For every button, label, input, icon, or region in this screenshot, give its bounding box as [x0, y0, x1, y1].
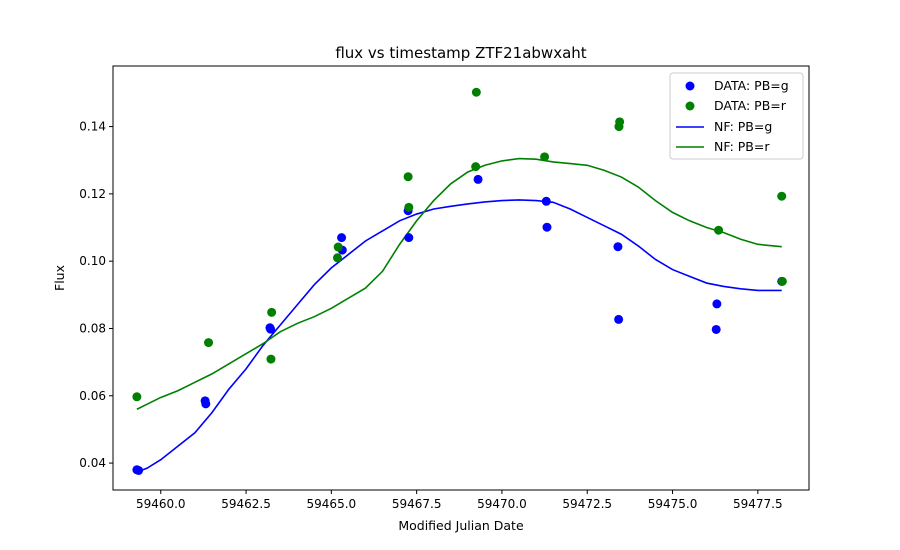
data-point-s1-14	[777, 191, 787, 201]
data-point-s0-14	[614, 314, 624, 324]
x-tick-label: 59460.0	[136, 497, 186, 511]
data-point-s1-3	[266, 354, 276, 364]
series-line-2	[136, 199, 782, 473]
x-axis-ticks: 59460.0 59462.5 59465.0 59467.5 59470.0 59472…	[136, 490, 783, 511]
legend-label-data-g: DATA: PB=g	[714, 78, 789, 93]
data-point-s1-4	[333, 242, 343, 252]
data-point-s0-16	[711, 324, 721, 334]
y-tick-label: 0.10	[79, 254, 106, 268]
legend: DATA: PB=g DATA: PB=r NF: PB=g NF: PB=r	[669, 72, 804, 160]
x-tick-label: 59470.0	[477, 497, 527, 511]
data-point-s0-3	[201, 399, 211, 409]
legend-label-nf-g: NF: PB=g	[714, 119, 772, 134]
data-point-s0-12	[542, 222, 552, 232]
x-tick-label: 59472.5	[562, 497, 612, 511]
chart-title: flux vs timestamp ZTF21abwxaht	[335, 44, 586, 62]
x-tick-label: 59477.5	[733, 497, 783, 511]
x-axis-label: Modified Julian Date	[398, 518, 524, 533]
legend-marker-data-r	[685, 101, 695, 111]
legend-box	[669, 72, 804, 160]
plot-layer	[132, 87, 787, 475]
x-tick-label: 59467.5	[392, 497, 442, 511]
y-tick-label: 0.12	[79, 187, 106, 201]
x-tick-label: 59475.0	[648, 497, 698, 511]
data-point-s1-9	[471, 162, 481, 172]
data-point-s1-2	[267, 307, 277, 317]
data-point-s1-15	[777, 276, 787, 286]
data-point-s1-8	[471, 87, 481, 97]
x-tick-label: 59465.0	[307, 497, 357, 511]
series-line-3	[136, 157, 782, 410]
data-point-s1-0	[132, 392, 142, 402]
y-axis-label: Flux	[52, 265, 67, 291]
y-tick-label: 0.14	[79, 120, 106, 134]
data-point-s0-13	[613, 242, 623, 252]
data-point-s0-15	[712, 299, 722, 309]
data-point-s1-10	[540, 152, 550, 162]
y-tick-label: 0.04	[79, 456, 106, 470]
data-point-s1-12	[614, 122, 624, 132]
y-tick-label: 0.08	[79, 321, 106, 335]
y-tick-label: 0.06	[79, 389, 106, 403]
legend-label-nf-r: NF: PB=r	[714, 139, 770, 154]
data-point-s0-6	[337, 233, 347, 243]
data-point-s0-1	[134, 465, 144, 475]
legend-marker-data-g	[685, 81, 695, 91]
data-point-s1-5	[332, 253, 342, 263]
data-point-s0-10	[473, 174, 483, 184]
data-point-s1-7	[404, 202, 414, 212]
data-point-s0-11	[541, 196, 551, 206]
axes-frame	[112, 65, 810, 491]
data-point-s1-13	[714, 225, 724, 235]
data-point-s0-5	[266, 324, 276, 334]
y-axis-ticks: 0.04 0.06 0.08 0.10 0.12 0.14	[79, 120, 113, 470]
legend-label-data-r: DATA: PB=r	[714, 98, 787, 113]
data-point-s1-1	[204, 338, 214, 348]
x-tick-label: 59462.5	[221, 497, 271, 511]
data-point-s0-9	[404, 233, 414, 243]
data-point-s1-6	[403, 172, 413, 182]
